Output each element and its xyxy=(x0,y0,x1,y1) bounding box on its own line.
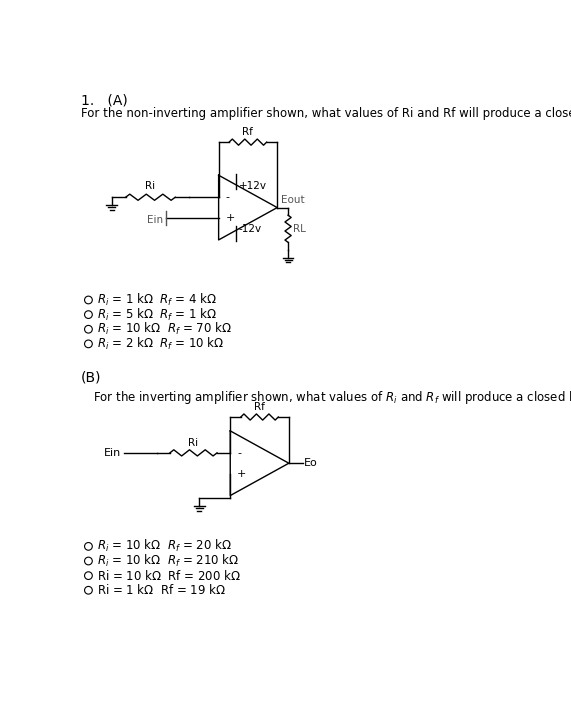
Text: Ri: Ri xyxy=(146,181,155,191)
Text: 1.   (A): 1. (A) xyxy=(81,94,127,107)
Text: Ri = 1 k$\Omega$  Rf = 19 k$\Omega$: Ri = 1 k$\Omega$ Rf = 19 k$\Omega$ xyxy=(97,584,226,597)
Text: $R_i$ = 10 k$\Omega$  $R_f$ = 210 k$\Omega$: $R_i$ = 10 k$\Omega$ $R_f$ = 210 k$\Omeg… xyxy=(97,553,239,569)
Text: For the non-inverting amplifier shown, what values of Ri and Rf will produce a c: For the non-inverting amplifier shown, w… xyxy=(81,107,571,120)
Text: Ri = 10 k$\Omega$  Rf = 200 k$\Omega$: Ri = 10 k$\Omega$ Rf = 200 k$\Omega$ xyxy=(97,569,241,583)
Text: -: - xyxy=(226,192,230,202)
Text: +: + xyxy=(226,213,235,223)
Text: Ein: Ein xyxy=(147,216,163,226)
Text: -12v: -12v xyxy=(239,224,262,234)
Text: -: - xyxy=(237,448,241,458)
Text: $R_i$ = 5 k$\Omega$  $R_f$ = 1 k$\Omega$: $R_i$ = 5 k$\Omega$ $R_f$ = 1 k$\Omega$ xyxy=(97,306,217,323)
Text: Ein: Ein xyxy=(104,448,121,458)
Text: $R_i$ = 10 k$\Omega$  $R_f$ = 20 k$\Omega$: $R_i$ = 10 k$\Omega$ $R_f$ = 20 k$\Omega… xyxy=(97,538,232,554)
Text: +12v: +12v xyxy=(239,181,267,191)
Text: Ri: Ri xyxy=(188,438,199,448)
Text: Rf: Rf xyxy=(254,402,265,412)
Text: RL: RL xyxy=(293,224,305,233)
Text: (B): (B) xyxy=(81,371,101,384)
Text: $R_i$ = 1 k$\Omega$  $R_f$ = 4 k$\Omega$: $R_i$ = 1 k$\Omega$ $R_f$ = 4 k$\Omega$ xyxy=(97,292,217,308)
Text: Rf: Rf xyxy=(243,127,254,137)
Text: For the inverting amplifier shown, what values of $R_i$ and $R_f$ will produce a: For the inverting amplifier shown, what … xyxy=(93,389,571,405)
Text: +: + xyxy=(237,468,247,478)
Text: Eout: Eout xyxy=(281,195,305,205)
Text: $R_i$ = 10 k$\Omega$  $R_f$ = 70 k$\Omega$: $R_i$ = 10 k$\Omega$ $R_f$ = 70 k$\Omega… xyxy=(97,321,232,337)
Text: Eo: Eo xyxy=(304,458,318,468)
Text: $R_i$ = 2 k$\Omega$  $R_f$ = 10 k$\Omega$: $R_i$ = 2 k$\Omega$ $R_f$ = 10 k$\Omega$ xyxy=(97,336,224,352)
